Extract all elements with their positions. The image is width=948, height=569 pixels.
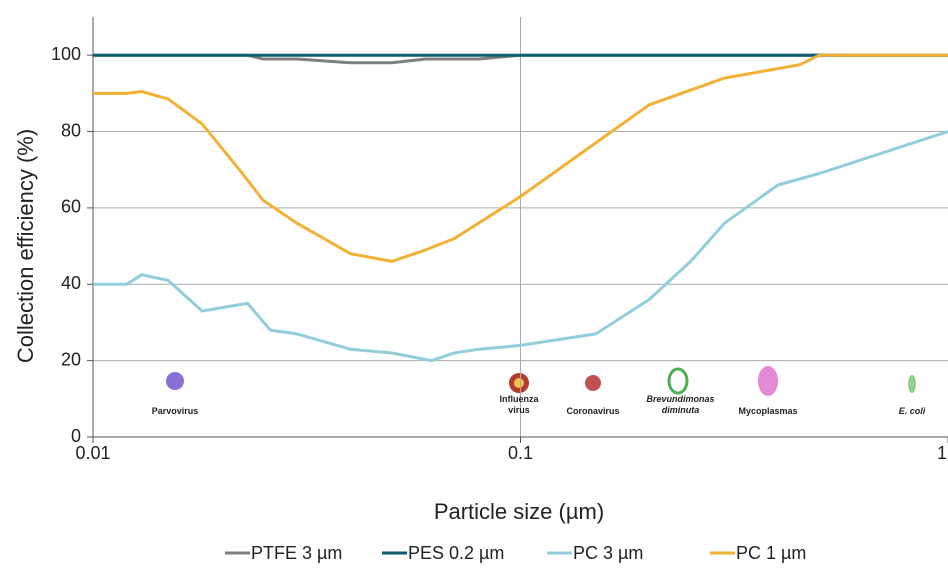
y-tick-label: 40 bbox=[61, 273, 81, 293]
icon-influenza-core bbox=[514, 378, 524, 388]
x-axis-title: Particle size (µm) bbox=[434, 499, 604, 524]
legend-label: PC 1 µm bbox=[736, 543, 806, 563]
annotation: Brevundimonas diminuta bbox=[638, 394, 723, 416]
icon-brevundimonas bbox=[669, 369, 687, 393]
icon-coronavirus bbox=[585, 375, 601, 391]
x-tick-label: 0.01 bbox=[75, 443, 110, 463]
icons bbox=[166, 366, 916, 396]
y-tick-label: 80 bbox=[61, 120, 81, 140]
annotation: Coronavirus bbox=[538, 406, 648, 417]
y-tick-label: 20 bbox=[61, 349, 81, 369]
annotation: E. coli bbox=[857, 406, 948, 417]
y-axis-title: Collection efficiency (%) bbox=[13, 129, 38, 363]
page: Particle size (µm) Collection efficiency… bbox=[0, 0, 948, 569]
annotation: Parvovirus bbox=[120, 406, 230, 417]
x-tick-label: 1 bbox=[937, 443, 947, 463]
annotation: Influenza virus bbox=[494, 394, 544, 416]
x-tick-label: 0.1 bbox=[508, 443, 533, 463]
icon-parvovirus bbox=[166, 372, 184, 390]
y-tick-label: 100 bbox=[51, 44, 81, 64]
legend-label: PTFE 3 µm bbox=[251, 543, 342, 563]
icon-mycoplasma bbox=[758, 366, 778, 396]
legend-label: PES 0.2 µm bbox=[408, 543, 504, 563]
icon-ecoli bbox=[908, 375, 916, 393]
annotation: Mycoplasmas bbox=[713, 406, 823, 417]
chart: Particle size (µm) Collection efficiency… bbox=[0, 0, 948, 569]
y-tick-label: 60 bbox=[61, 197, 81, 217]
legend-label: PC 3 µm bbox=[573, 543, 643, 563]
